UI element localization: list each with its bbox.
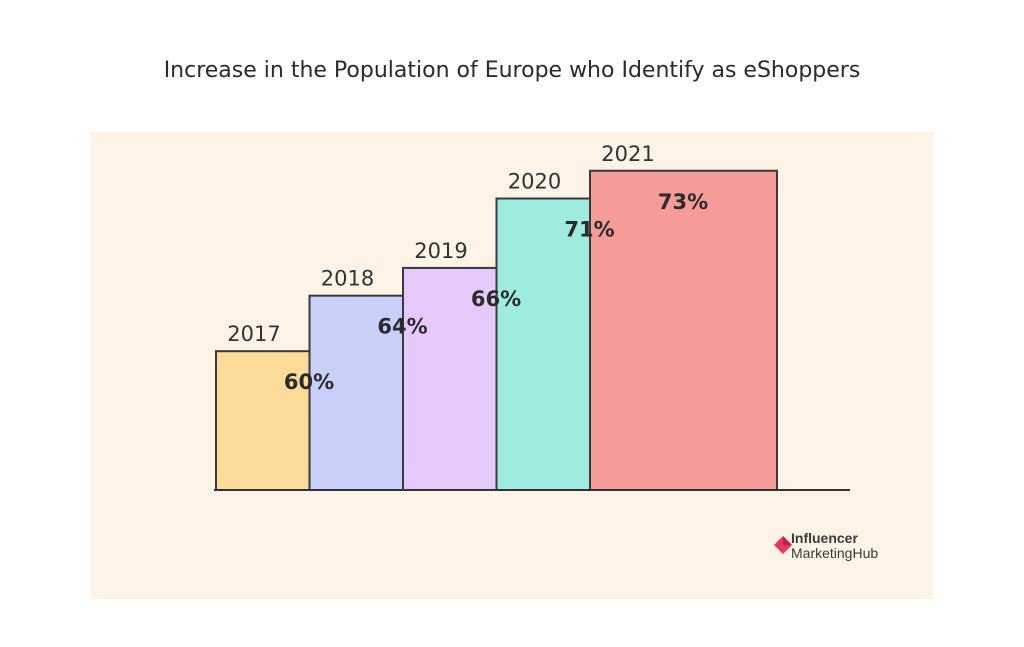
category-label-2020: 2020: [508, 170, 561, 194]
value-label-2018: 64%: [377, 315, 427, 339]
value-label-2021: 73%: [658, 190, 708, 214]
bar-2021: [589, 169, 778, 491]
chart-title: Increase in the Population of Europe who…: [163, 58, 861, 83]
category-label-2019: 2019: [414, 239, 467, 263]
value-label-2017: 60%: [284, 370, 334, 394]
brand-name-line2: MarketingHub: [791, 545, 879, 561]
category-label-2018: 2018: [321, 267, 374, 291]
category-label-2017: 2017: [227, 322, 280, 346]
brand-diamond-icon: [774, 536, 792, 554]
value-label-2020: 71%: [564, 218, 614, 242]
brand-name-line1: Influencer: [791, 530, 858, 546]
influencer-marketing-hub-logo: Influencer MarketingHub: [774, 530, 924, 564]
value-label-2019: 66%: [471, 287, 521, 311]
chart-panel: 2017 60% 2018 64% 2019 66% 2020 71% 2021 73% Infl…: [90, 132, 934, 599]
category-label-2021: 2021: [601, 142, 654, 166]
